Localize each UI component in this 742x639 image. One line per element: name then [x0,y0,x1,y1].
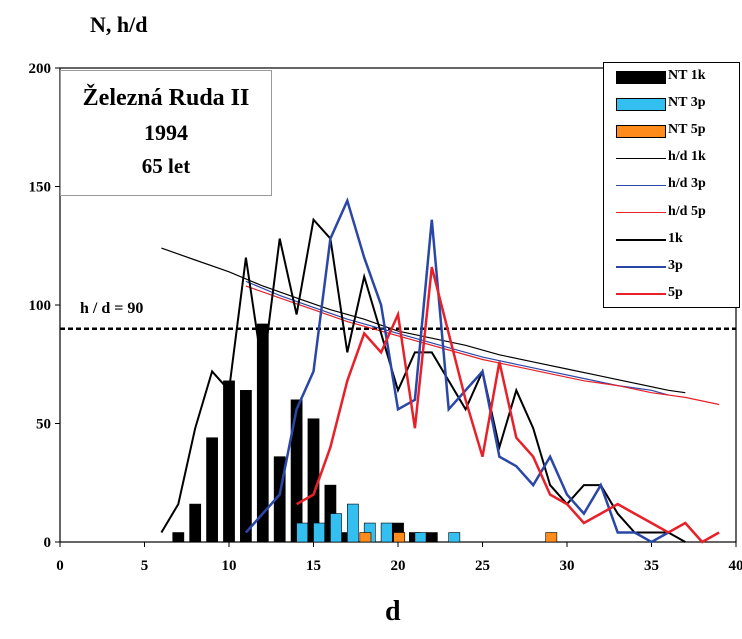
line-series-h-d-5p [245,285,720,406]
bar [223,380,235,543]
y-tick-label: 0 [44,535,52,551]
legend-item: h/d 5p [604,203,739,225]
chart-title-site: Železná Ruda II [82,85,250,111]
chart-title-year: 1994 [144,120,188,145]
x-tick-label: 40 [729,558,742,574]
x-tick-label: 30 [560,558,575,574]
bar [414,532,427,543]
line-series-h-d-1k [161,247,686,394]
bar [189,503,202,543]
legend-label: 1k [668,230,683,246]
bar [240,390,252,543]
bar [296,522,309,543]
chart-legend: NT 1k NT 3p NT 5p h/d 1k h/d 3p h/d 5p 1k 3p 5p [603,62,740,308]
bar [290,399,303,543]
bar [380,522,393,543]
y-axis-label: N, h/d [90,12,148,37]
legend-label: NT 3p [668,95,706,111]
legend-symbol [616,157,666,159]
legend-label: h/d 5p [668,203,706,219]
legend-symbol [616,125,666,139]
bar [359,532,372,543]
legend-symbol [616,71,666,84]
bar [206,437,218,543]
y-tick-label: 200 [29,61,52,77]
legend-label: 5p [668,284,683,300]
legend-item: NT 5p [604,121,739,143]
bar [545,532,558,543]
legend-item: 3p [604,257,739,279]
reference-line-label: h / d = 90 [80,300,144,317]
legend-symbol [616,184,666,187]
bar [346,503,359,543]
legend-symbol [616,292,666,296]
x-tick-label: 35 [644,558,659,574]
bar [330,513,342,543]
bar [425,532,438,543]
legend-symbol [616,98,666,112]
x-tick-label: 5 [141,558,149,574]
legend-label: 3p [668,257,683,273]
bar [313,522,325,543]
legend-label: NT 5p [668,122,706,138]
legend-label: NT 1k [668,68,706,83]
bar [393,532,406,543]
x-axis-label: d [385,596,401,627]
line-series-5p [295,266,720,544]
x-tick-label: 10 [222,558,237,574]
legend-item: h/d 3p [604,175,739,197]
legend-symbol [616,238,666,241]
bar [172,532,185,543]
legend-item: NT 3p [604,94,739,116]
legend-item: 1k [604,230,739,252]
legend-label: h/d 1k [668,149,706,165]
bar [256,323,269,543]
legend-item: 5p [604,284,739,306]
x-tick-label: 15 [306,558,321,574]
legend-item: h/d 1k [604,148,739,170]
y-tick-label: 50 [36,417,51,433]
y-tick-label: 150 [29,180,52,196]
line-series-3p [244,197,670,544]
x-tick-label: 25 [475,558,490,574]
x-tick-label: 20 [391,558,406,574]
legend-label: h/d 3p [668,176,706,192]
bar [448,532,461,543]
chart-title-age: 65 let [141,154,191,178]
legend-symbol [616,211,666,214]
legend-item: NT 1k [604,67,739,89]
chart-title-box: Železná Ruda II 1994 65 let [60,70,272,196]
y-tick-label: 100 [29,298,52,314]
x-tick-label: 0 [56,558,64,574]
legend-symbol [616,265,666,269]
